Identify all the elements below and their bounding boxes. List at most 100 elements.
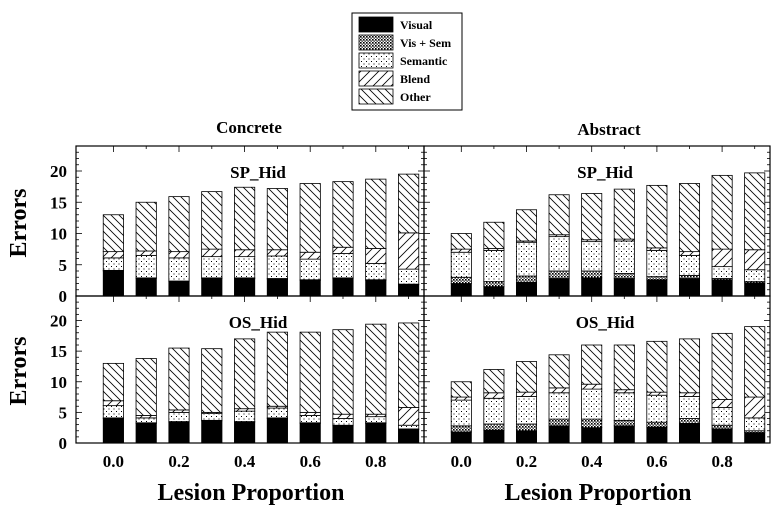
bar-other-0 [450, 233, 472, 250]
x-axis-label-left: Lesion Proportion [158, 480, 345, 506]
bar-other-9 [398, 173, 420, 234]
bar-other-0 [102, 214, 124, 253]
bar-other-9 [744, 326, 766, 398]
bar-blend-7 [678, 392, 701, 397]
bar-visual-5 [266, 418, 288, 444]
y-tick-label: 10 [50, 373, 67, 392]
bar-other-5 [613, 188, 635, 240]
bar-vis-sem-2 [515, 423, 538, 432]
bar-blend-9 [398, 232, 420, 270]
panel-SP_Hid-Abstract: SP_Hid [423, 145, 771, 297]
bar-blend-0 [450, 396, 472, 401]
bar-other-4 [234, 186, 256, 251]
bar-other-7 [678, 183, 701, 253]
bar-semantic-7 [678, 396, 701, 419]
bar-vis-sem-3 [548, 418, 570, 427]
bar-blend-3 [548, 387, 570, 394]
y-tick-label: 10 [50, 225, 67, 244]
bar-semantic-6 [299, 258, 321, 281]
bar-semantic-1 [135, 254, 157, 279]
bar-vis-sem-0 [450, 425, 472, 433]
bar-other-6 [646, 184, 668, 249]
bar-semantic-7 [332, 418, 354, 426]
panel-OS_Hid-Concrete: 0 5 10 15 20 OS_Hid 0.0 0.2 0.4 0.6 0.8 [50, 295, 425, 471]
bar-other-1 [135, 358, 157, 416]
bar-vis-sem-5 [613, 419, 635, 427]
bar-semantic-5 [266, 255, 288, 279]
bar-vis-sem-7 [678, 274, 701, 279]
bar-other-3 [548, 194, 570, 236]
bar-blend-4 [234, 249, 256, 258]
x-axis-label-right: Lesion Proportion [505, 480, 692, 506]
bar-vis-sem-6 [646, 421, 668, 428]
legend-label-4: Other [400, 90, 431, 104]
bar-vis-sem-5 [613, 273, 635, 279]
bar-vis-sem-6 [646, 276, 668, 281]
bar-other-1 [483, 221, 505, 249]
bar-blend-2 [168, 251, 190, 259]
bar-semantic-2 [515, 396, 538, 425]
bar-semantic-6 [299, 415, 321, 424]
panel-OS_Hid-Abstract: OS_Hid 0.0 0.2 0.4 0.6 0.8 [423, 295, 771, 471]
bar-other-6 [299, 183, 321, 253]
legend-label-1: Vis + Sem [400, 36, 451, 50]
bar-semantic-3 [548, 236, 570, 272]
bar-other-9 [744, 172, 766, 251]
bar-blend-9 [744, 396, 766, 419]
bar-semantic-0 [102, 257, 124, 271]
bar-semantic-8 [365, 263, 387, 281]
bar-blend-9 [398, 407, 420, 426]
legend-label-3: Blend [400, 72, 430, 86]
bar-other-0 [450, 381, 472, 398]
bar-vis-sem-3 [548, 270, 570, 279]
bar-vis-sem-0 [450, 276, 472, 284]
bar-vis-sem-1 [483, 281, 505, 288]
bar-blend-6 [646, 391, 668, 396]
x-tick-label: 0.8 [365, 452, 386, 471]
bar-semantic-4 [581, 388, 603, 420]
bar-other-2 [515, 209, 538, 242]
bar-semantic-9 [744, 417, 766, 432]
bar-blend-9 [744, 249, 766, 271]
bar-blend-7 [332, 246, 354, 254]
x-tick-label: 0.6 [646, 452, 667, 471]
y-tick-label: 0 [59, 287, 68, 306]
bar-semantic-6 [646, 249, 668, 278]
bar-other-7 [332, 329, 354, 415]
legend-swatch-2 [358, 52, 394, 69]
x-tick-label: 0.8 [711, 452, 732, 471]
bar-other-4 [234, 338, 256, 410]
bar-semantic-6 [646, 394, 668, 423]
bar-blend-1 [483, 392, 505, 399]
bar-blend-5 [613, 389, 635, 394]
bar-other-6 [299, 331, 321, 413]
legend-swatch-0 [358, 16, 394, 33]
y-tick-label: 5 [59, 256, 68, 275]
bar-other-4 [581, 344, 603, 385]
bar-semantic-2 [168, 411, 190, 422]
bar-semantic-8 [711, 407, 733, 426]
bar-other-1 [135, 201, 157, 252]
y-axis-label-bottom: Errors [6, 337, 32, 406]
bar-semantic-9 [398, 424, 420, 430]
x-tick-label: 0.4 [581, 452, 603, 471]
bar-blend-0 [102, 251, 124, 259]
bar-semantic-7 [678, 254, 701, 276]
bar-other-3 [201, 191, 223, 250]
bar-other-3 [201, 348, 223, 413]
bar-blend-7 [332, 413, 354, 419]
subplot-title: OS_Hid [229, 313, 288, 332]
bar-semantic-8 [365, 416, 387, 424]
bar-vis-sem-1 [483, 423, 505, 431]
subplot-title: OS_Hid [576, 313, 635, 332]
panel-SP_Hid-Concrete: 0 5 10 15 20 SP_Hid [50, 145, 425, 306]
bar-visual-3 [201, 420, 223, 444]
y-axis-label-top: Errors [6, 189, 32, 258]
x-tick-label: 0.6 [300, 452, 321, 471]
bar-other-3 [548, 354, 570, 389]
y-tick-label: 15 [50, 193, 67, 212]
column-title-abstract: Abstract [577, 120, 641, 139]
bar-semantic-7 [332, 253, 354, 279]
bar-other-8 [711, 174, 733, 250]
bar-vis-sem-8 [711, 424, 733, 430]
